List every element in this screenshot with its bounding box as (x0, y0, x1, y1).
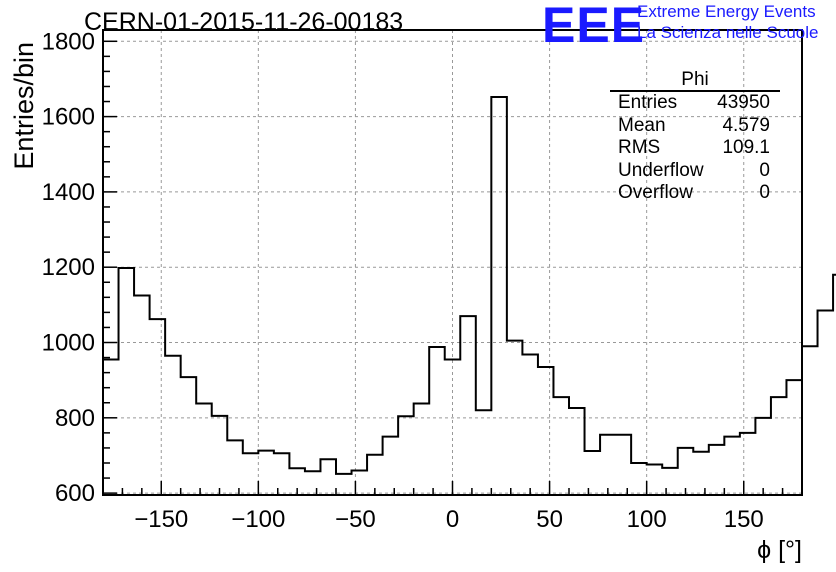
y-axis-label: Entries/bin (9, 42, 39, 170)
x-tick-label: −50 (335, 506, 376, 533)
stats-value: 0 (759, 159, 770, 181)
histogram-series (103, 96, 836, 475)
stats-value: 4.579 (722, 114, 770, 136)
x-tick-label: −150 (134, 506, 188, 533)
chart-title: CERN-01-2015-11-26-00183 (84, 8, 404, 36)
stats-row-underflow: Underflow 0 (610, 160, 780, 183)
x-tick-label: 150 (724, 506, 764, 533)
stats-row-overflow: Overflow 0 (610, 182, 780, 205)
x-tick-label: 50 (536, 506, 563, 533)
eee-logo: EEE (542, 0, 646, 53)
stats-row-entries: Entries 43950 (610, 92, 780, 115)
eee-logo-line1: Extreme Energy Events (637, 2, 816, 21)
stats-row-mean: Mean 4.579 (610, 115, 780, 138)
x-axis-label: ϕ [°] (757, 536, 802, 564)
grid-lines (103, 30, 802, 495)
stats-label: RMS (618, 137, 661, 158)
y-axis: 600 800 1000 1200 1400 1600 1800 (42, 28, 117, 507)
stats-value: 43950 (717, 92, 770, 113)
stats-row-rms: RMS 109.1 (610, 137, 780, 160)
x-tick-label: 0 (446, 506, 459, 533)
stats-title: Phi (610, 70, 780, 92)
x-tick-label: −100 (231, 506, 285, 533)
x-tick-label: 100 (627, 506, 667, 533)
stats-value: 0 (759, 182, 770, 203)
y-tick-label: 1400 (42, 179, 95, 206)
stats-box: Phi Entries 43950 Mean 4.579 RMS 109.1 U… (610, 70, 780, 205)
stats-value: 109.1 (722, 137, 770, 158)
eee-logo-line2: La Scienza nelle Scuole (637, 23, 819, 42)
y-tick-label: 1000 (42, 330, 95, 357)
stats-label: Overflow (618, 182, 693, 203)
y-tick-label: 1800 (42, 28, 95, 55)
y-tick-label: 1600 (42, 104, 95, 131)
y-tick-label: 800 (55, 405, 95, 432)
y-tick-label: 1200 (42, 254, 95, 281)
stats-label: Underflow (618, 159, 704, 181)
stats-label: Mean (618, 114, 666, 136)
x-axis: −150 −100 −50 0 50 100 150 (102, 481, 803, 533)
y-tick-label: 600 (55, 480, 95, 507)
stats-label: Entries (618, 92, 678, 113)
